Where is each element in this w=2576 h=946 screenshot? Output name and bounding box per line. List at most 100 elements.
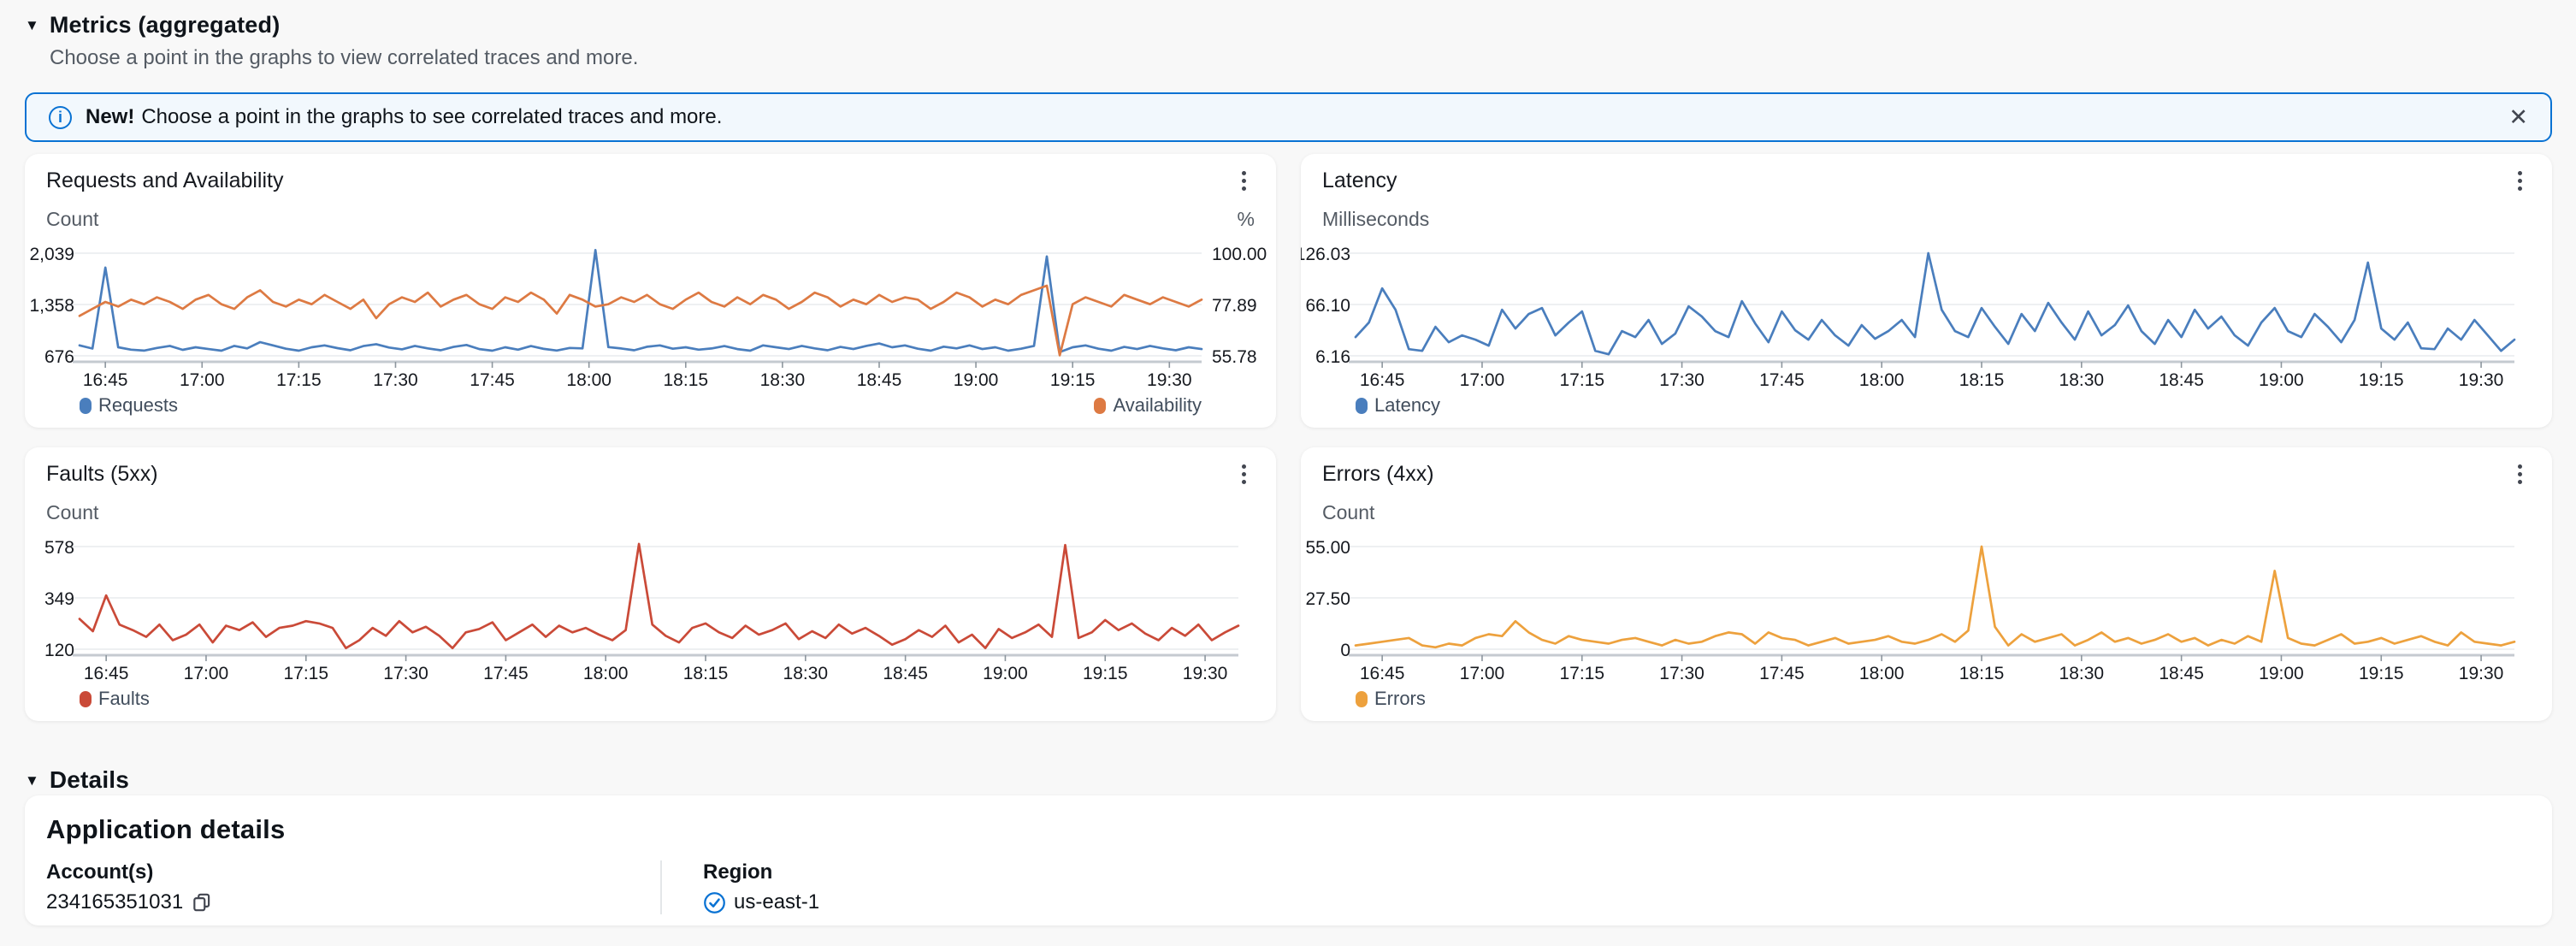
metrics-page: ▼ Metrics (aggregated) Choose a point in…: [0, 0, 2576, 946]
svg-text:18:45: 18:45: [883, 664, 928, 683]
application-details-card: Application details Account(s) 234165351…: [25, 795, 2552, 925]
svg-text:18:45: 18:45: [857, 370, 902, 390]
svg-text:18:00: 18:00: [566, 370, 612, 390]
legend-item: Requests: [80, 394, 178, 417]
application-details-title: Application details: [46, 814, 2552, 845]
copy-icon[interactable]: [191, 891, 213, 913]
svg-text:27.50: 27.50: [1305, 589, 1350, 609]
svg-text:16:45: 16:45: [1360, 370, 1405, 390]
legend-item: Latency: [1356, 394, 1440, 417]
kebab-menu-icon[interactable]: [2508, 166, 2532, 195]
region-value: us-east-1: [734, 890, 819, 914]
y-axis-unit: Milliseconds: [1322, 208, 1429, 231]
svg-text:19:00: 19:00: [954, 370, 999, 390]
chart-legend: Errors: [1356, 688, 1426, 710]
svg-text:18:30: 18:30: [783, 664, 829, 683]
svg-text:17:00: 17:00: [1460, 370, 1505, 390]
chart-title: Faults (5xx): [46, 462, 158, 487]
svg-text:19:15: 19:15: [2359, 664, 2404, 683]
accounts-value: 234165351031: [46, 890, 183, 914]
svg-text:18:00: 18:00: [1859, 664, 1905, 683]
svg-text:16:45: 16:45: [83, 370, 128, 390]
svg-text:18:30: 18:30: [2059, 664, 2105, 683]
errors-chart[interactable]: 55.0027.50016:4517:0017:1517:3017:4518:0…: [1301, 529, 2552, 683]
legend-marker-latency: [1356, 398, 1368, 414]
svg-text:16:45: 16:45: [84, 664, 129, 683]
legend-marker-errors: [1356, 691, 1368, 707]
legend-item: Errors: [1356, 688, 1426, 710]
svg-text:16:45: 16:45: [1360, 664, 1405, 683]
legend-marker-faults: [80, 691, 92, 707]
svg-text:2,039: 2,039: [29, 245, 74, 264]
svg-text:17:30: 17:30: [373, 370, 418, 390]
legend-label: Faults: [98, 688, 150, 710]
y-axis-unit: Count: [46, 501, 98, 524]
chart-title: Latency: [1322, 169, 1397, 193]
requests-availability-card: Requests and Availability Count % 2,0391…: [25, 154, 1276, 428]
banner-text: New!Choose a point in the graphs to see …: [86, 105, 722, 129]
svg-text:55.00: 55.00: [1305, 538, 1350, 558]
svg-text:18:45: 18:45: [2159, 664, 2204, 683]
svg-text:18:30: 18:30: [760, 370, 806, 390]
chart-legend: Requests Availability: [80, 394, 1202, 417]
svg-text:17:00: 17:00: [184, 664, 229, 683]
chart-legend: Faults: [80, 688, 150, 710]
details-section-toggle[interactable]: ▼ Details: [25, 766, 129, 794]
svg-text:19:30: 19:30: [2459, 664, 2504, 683]
svg-text:19:15: 19:15: [1083, 664, 1128, 683]
faults-chart[interactable]: 57834912016:4517:0017:1517:3017:4518:001…: [25, 529, 1276, 683]
svg-text:349: 349: [44, 589, 74, 609]
svg-text:17:15: 17:15: [1559, 664, 1604, 683]
svg-text:77.89: 77.89: [1212, 296, 1257, 316]
svg-text:19:15: 19:15: [2359, 370, 2404, 390]
svg-text:19:30: 19:30: [2459, 370, 2504, 390]
svg-text:19:30: 19:30: [1147, 370, 1192, 390]
svg-text:19:30: 19:30: [1183, 664, 1228, 683]
latency-chart[interactable]: 126.0366.106.1616:4517:0017:1517:3017:45…: [1301, 236, 2552, 390]
legend-item: Faults: [80, 688, 150, 710]
svg-text:19:15: 19:15: [1050, 370, 1096, 390]
svg-text:676: 676: [44, 347, 74, 367]
region-label: Region: [703, 860, 819, 884]
banner-close-button[interactable]: ✕: [2508, 106, 2528, 129]
page-subtitle: Choose a point in the graphs to view cor…: [50, 46, 638, 70]
chart-legend: Latency: [1356, 394, 1440, 417]
kebab-menu-icon[interactable]: [1232, 166, 1256, 195]
banner-prefix: New!: [86, 105, 134, 128]
svg-text:66.10: 66.10: [1305, 296, 1350, 316]
check-circle-icon: [703, 891, 726, 914]
svg-text:100.00: 100.00: [1212, 245, 1267, 264]
collapse-triangle-icon: ▼: [25, 18, 39, 33]
accounts-label: Account(s): [46, 860, 660, 884]
faults-card: Faults (5xx) Count 57834912016:4517:0017…: [25, 447, 1276, 721]
info-icon: i: [49, 106, 72, 129]
kebab-menu-icon[interactable]: [2508, 459, 2532, 488]
latency-card: Latency Milliseconds 126.0366.106.1616:4…: [1301, 154, 2552, 428]
legend-label: Latency: [1374, 394, 1440, 417]
legend-label: Requests: [98, 394, 178, 417]
legend-marker-availability: [1094, 398, 1106, 414]
svg-text:17:00: 17:00: [1460, 664, 1505, 683]
region-field: Region us-east-1: [703, 860, 819, 914]
svg-text:1,358: 1,358: [29, 296, 74, 316]
metrics-section-header: ▼ Metrics (aggregated) Choose a point in…: [25, 12, 638, 70]
svg-text:126.03: 126.03: [1301, 245, 1350, 264]
svg-text:18:00: 18:00: [1859, 370, 1905, 390]
details-section-header: ▼ Details: [25, 766, 129, 794]
svg-text:18:15: 18:15: [1959, 664, 2005, 683]
svg-text:17:15: 17:15: [283, 664, 328, 683]
y-axis-unit-right: %: [1238, 208, 1255, 231]
svg-text:19:00: 19:00: [2259, 664, 2304, 683]
chart-title: Errors (4xx): [1322, 462, 1434, 487]
svg-text:17:30: 17:30: [383, 664, 428, 683]
legend-item: Availability: [1094, 394, 1202, 417]
requests-availability-chart[interactable]: 2,039 1,358 676 100.00 77.89 55.78 16:45 17:00 1…: [25, 236, 1276, 390]
svg-text:120: 120: [44, 641, 74, 660]
svg-text:17:00: 17:00: [180, 370, 225, 390]
svg-text:0: 0: [1340, 641, 1350, 660]
svg-text:55.78: 55.78: [1212, 347, 1257, 367]
svg-text:18:00: 18:00: [583, 664, 629, 683]
kebab-menu-icon[interactable]: [1232, 459, 1256, 488]
metrics-section-toggle[interactable]: ▼ Metrics (aggregated): [25, 12, 638, 38]
svg-text:17:45: 17:45: [483, 664, 529, 683]
